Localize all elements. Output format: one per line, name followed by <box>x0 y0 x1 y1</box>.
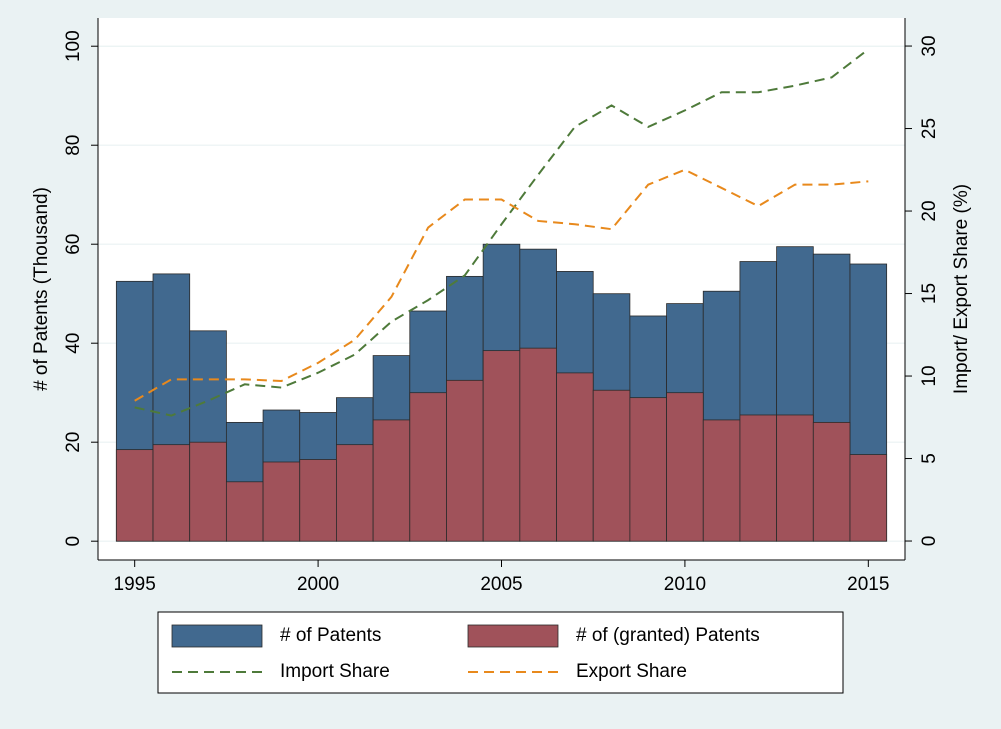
bar <box>739 414 778 542</box>
x-tick-label: 2010 <box>664 574 706 595</box>
line <box>134 48 869 417</box>
x-tick-label: 2005 <box>480 574 522 595</box>
bar <box>336 444 374 542</box>
y2-tick-label: 10 <box>919 365 940 386</box>
bar <box>225 481 264 542</box>
x-tick-label: 2000 <box>297 574 339 595</box>
bar <box>482 350 521 542</box>
bar <box>629 397 667 542</box>
y2-tick-label: 25 <box>919 118 940 139</box>
y-tick-label: 0 <box>63 536 84 547</box>
bars <box>115 243 888 542</box>
bar <box>152 444 191 542</box>
y-tick-label: 40 <box>63 333 84 354</box>
y-axis-title: # of Patents (Thousand) <box>31 187 52 391</box>
y2-tick-label: 0 <box>919 536 940 547</box>
y2-axis-title: Import/ Export Share (%) <box>951 184 972 394</box>
bar <box>409 392 447 542</box>
y-tick-label: 80 <box>63 135 84 156</box>
bar <box>702 419 741 542</box>
bar <box>592 389 631 542</box>
y2-tick-label: 20 <box>919 200 940 221</box>
bar <box>849 454 888 542</box>
bar <box>189 441 227 542</box>
bar <box>372 419 411 542</box>
bar <box>812 421 851 542</box>
bar <box>115 449 154 542</box>
bar <box>776 414 814 542</box>
line <box>134 168 869 402</box>
bar <box>446 379 484 542</box>
bar <box>262 461 301 542</box>
y-tick-label: 20 <box>63 432 84 453</box>
bar <box>666 392 704 542</box>
bar <box>519 347 557 542</box>
lines <box>134 48 869 417</box>
y-tick-label: 60 <box>63 234 84 255</box>
legend-label: # of (granted) Patents <box>576 625 760 646</box>
legend-label: # of Patents <box>280 625 381 646</box>
legend-label: Import Share <box>280 661 390 682</box>
legend-swatch <box>171 624 263 648</box>
legend-swatch <box>467 624 559 648</box>
axes: # of Patents (Thousand) Import/ Export S… <box>31 18 972 595</box>
y-tick-label: 100 <box>63 30 84 62</box>
y2-tick-label: 5 <box>919 453 940 464</box>
legend: # of Patents # of (granted) Patents Import… <box>157 611 844 694</box>
x-tick-label: 1995 <box>114 574 156 595</box>
legend-label: Export Share <box>576 661 687 682</box>
x-tick-label: 2015 <box>847 574 889 595</box>
y2-tick-label: 30 <box>919 35 940 56</box>
y2-tick-label: 15 <box>919 283 940 304</box>
bar <box>299 459 337 542</box>
bar <box>556 372 594 542</box>
